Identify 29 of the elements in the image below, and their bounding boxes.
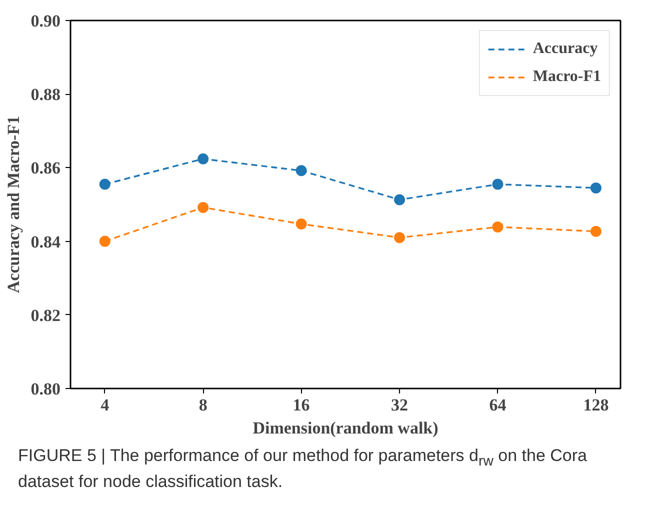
- x-tick-label: 32: [391, 396, 408, 414]
- x-tick-label: 8: [198, 396, 208, 414]
- y-tick-label: 0.80: [30, 380, 60, 398]
- x-axis-title: Dimension(random walk): [252, 418, 438, 438]
- y-tick-label: 0.88: [30, 85, 60, 104]
- y-tick-label: 0.82: [30, 306, 60, 325]
- x-tick-label: 128: [583, 396, 609, 414]
- point: [99, 178, 110, 190]
- y-tick-label: 0.86: [30, 158, 60, 178]
- x-tick-label: 4: [100, 396, 110, 414]
- point: [296, 165, 307, 176]
- point: [590, 226, 602, 237]
- y-tick-label: 0.90: [30, 12, 60, 30]
- y-tick-label: 0.84: [30, 232, 61, 252]
- point: [198, 153, 209, 164]
- point: [99, 236, 110, 247]
- legend-label: Accuracy: [532, 40, 598, 58]
- text: FIGURE 5 | The performance of our method for parameters d$_{rw}$ on the Cora dataset for node classification task.: [18, 446, 587, 491]
- x-tick-label: 16: [292, 396, 310, 414]
- point: [296, 218, 307, 230]
- point: [590, 182, 602, 194]
- y-axis-title: Accuracy and Macro-F1: [4, 116, 23, 294]
- point: [492, 178, 504, 190]
- legend-label: Macro-F1: [532, 68, 601, 86]
- point: [394, 232, 406, 244]
- point: [394, 194, 406, 206]
- point: [492, 221, 504, 232]
- x-tick-label: 64: [489, 396, 507, 414]
- point: [198, 202, 209, 213]
